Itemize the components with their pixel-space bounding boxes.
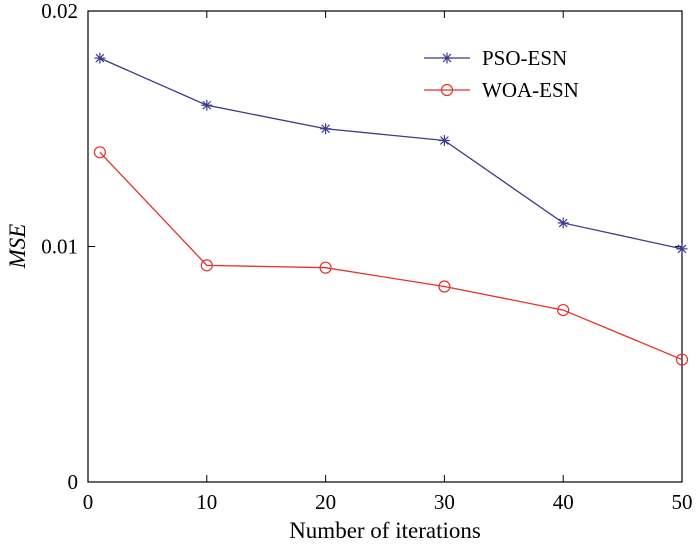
legend-entry: PSO-ESN <box>424 46 567 70</box>
legend-label: WOA-ESN <box>482 78 579 102</box>
data-point <box>438 280 451 293</box>
x-tick-label: 40 <box>553 490 574 514</box>
y-tick-label: 0 <box>68 470 79 494</box>
y-tick-label: 0.02 <box>41 0 78 23</box>
data-point <box>201 99 213 111</box>
plot-area <box>87 10 683 483</box>
y-axis-title: MSE <box>5 224 30 270</box>
data-point <box>438 135 450 147</box>
data-point <box>557 303 570 317</box>
data-point <box>676 243 688 255</box>
x-tick-label: 30 <box>434 490 455 514</box>
x-axis-title: Number of iterations <box>289 518 481 543</box>
x-tick-label: 10 <box>196 490 217 514</box>
data-point <box>93 146 106 159</box>
x-tick-label: 50 <box>672 490 693 514</box>
series-layer <box>93 52 689 366</box>
data-point <box>320 123 332 135</box>
x-tick-label: 20 <box>315 490 336 514</box>
legend-marker <box>440 83 454 97</box>
tick-labels: 0 10 20 30 40 50 0 0.01 0.02 <box>41 0 692 514</box>
legend-entry: WOA-ESN <box>424 78 579 102</box>
data-point <box>319 261 332 274</box>
y-tick-label: 0.01 <box>41 235 78 259</box>
data-point <box>675 353 689 366</box>
legend: PSO-ESN WOA-ESN <box>424 46 579 102</box>
legend-marker <box>441 52 453 64</box>
axis-ticks <box>87 10 683 483</box>
data-point <box>557 217 569 229</box>
series-woa-esn <box>93 146 689 366</box>
series-line <box>99 57 683 250</box>
data-point <box>94 52 106 64</box>
series-line <box>99 151 683 361</box>
legend-label: PSO-ESN <box>482 46 567 70</box>
data-point <box>200 259 213 272</box>
series-pso-esn <box>94 52 688 255</box>
x-tick-label: 0 <box>83 490 94 514</box>
